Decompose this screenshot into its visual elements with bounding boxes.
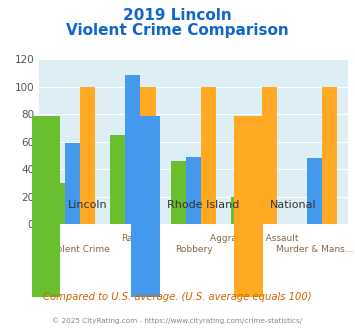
Text: National: National — [270, 200, 316, 210]
Text: Rhode Island: Rhode Island — [167, 200, 239, 210]
Text: Violent Crime Comparison: Violent Crime Comparison — [66, 23, 289, 38]
Bar — [65, 143, 80, 224]
Text: © 2025 CityRating.com - https://www.cityrating.com/crime-statistics/: © 2025 CityRating.com - https://www.city… — [53, 317, 302, 324]
Text: All Violent Crime: All Violent Crime — [34, 245, 110, 254]
Text: Robbery: Robbery — [175, 245, 212, 254]
Bar — [125, 75, 141, 224]
Bar — [201, 87, 216, 224]
Bar — [171, 161, 186, 224]
Bar — [50, 183, 65, 224]
Bar — [110, 135, 125, 224]
Text: Lincoln: Lincoln — [67, 200, 107, 210]
Text: Murder & Mans...: Murder & Mans... — [276, 245, 353, 254]
Bar — [246, 150, 262, 224]
Bar — [231, 197, 246, 224]
Text: 2019 Lincoln: 2019 Lincoln — [123, 8, 232, 23]
Bar — [307, 158, 322, 224]
Bar — [80, 87, 95, 224]
Bar — [141, 87, 155, 224]
Text: Aggravated Assault: Aggravated Assault — [210, 234, 298, 243]
Text: Compared to U.S. average. (U.S. average equals 100): Compared to U.S. average. (U.S. average … — [43, 292, 312, 302]
Bar — [262, 87, 277, 224]
Bar — [186, 157, 201, 224]
Bar — [322, 87, 337, 224]
Text: Rape: Rape — [121, 234, 144, 243]
